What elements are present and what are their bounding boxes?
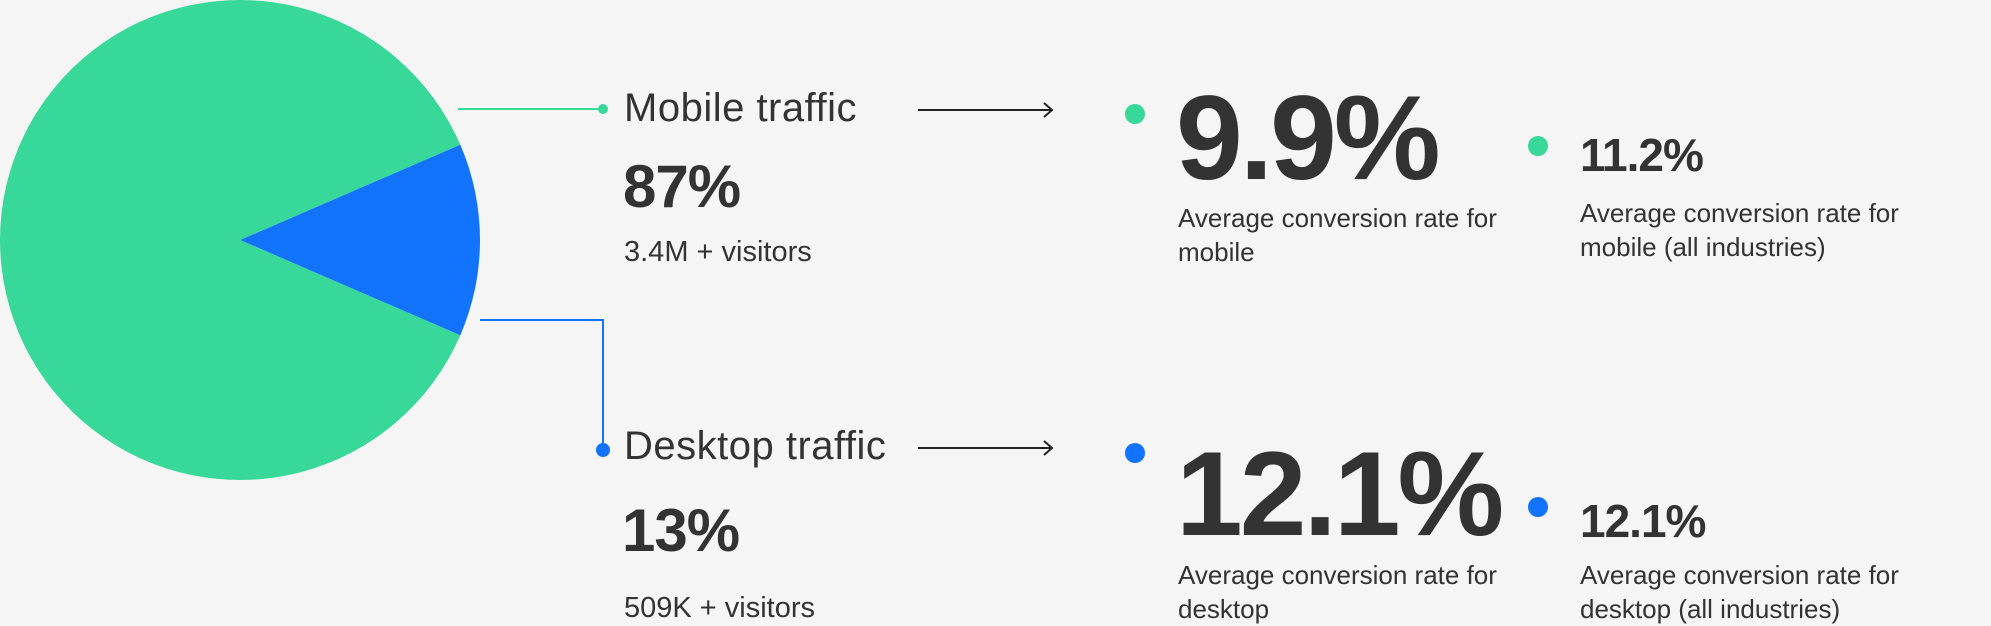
desktop-conversion-rate: 12.1% — [1176, 427, 1504, 561]
desktop-arrow-icon — [918, 440, 1054, 456]
mobile-connector-dot — [598, 104, 608, 114]
desktop-connector-line — [480, 319, 604, 450]
desktop-benchmark-rate: 12.1% — [1580, 495, 1706, 547]
desktop-conversion-desc: Average conversion rate for desktop — [1178, 560, 1497, 624]
mobile-conversion-rate: 9.9% — [1176, 71, 1441, 205]
mobile-benchmark-dot — [1528, 136, 1548, 156]
desktop-visitors: 509K + visitors — [624, 592, 816, 624]
mobile-traffic-label: Mobile traffic — [624, 86, 858, 130]
mobile-visitors: 3.4M + visitors — [624, 236, 812, 268]
mobile-conversion-desc: Average conversion rate for mobile — [1178, 203, 1497, 267]
desktop-benchmark-desc: Average conversion rate for desktop (all… — [1580, 560, 1899, 624]
desktop-traffic-label: Desktop traffic — [624, 424, 887, 468]
desktop-connector-dot — [596, 443, 610, 457]
mobile-traffic-percent: 87% — [623, 153, 741, 220]
mobile-rate-dot — [1125, 104, 1145, 124]
desktop-benchmark-dot — [1528, 497, 1548, 517]
desktop-rate-dot — [1125, 443, 1145, 463]
pie-slice-mobile — [0, 0, 461, 480]
mobile-benchmark-rate: 11.2% — [1580, 129, 1704, 181]
mobile-benchmark-desc: Average conversion rate for mobile (all … — [1580, 198, 1899, 262]
pie-slice-desktop — [240, 144, 480, 336]
traffic-pie-chart — [0, 0, 480, 480]
mobile-arrow-icon — [918, 102, 1054, 118]
desktop-traffic-percent: 13% — [622, 497, 740, 564]
